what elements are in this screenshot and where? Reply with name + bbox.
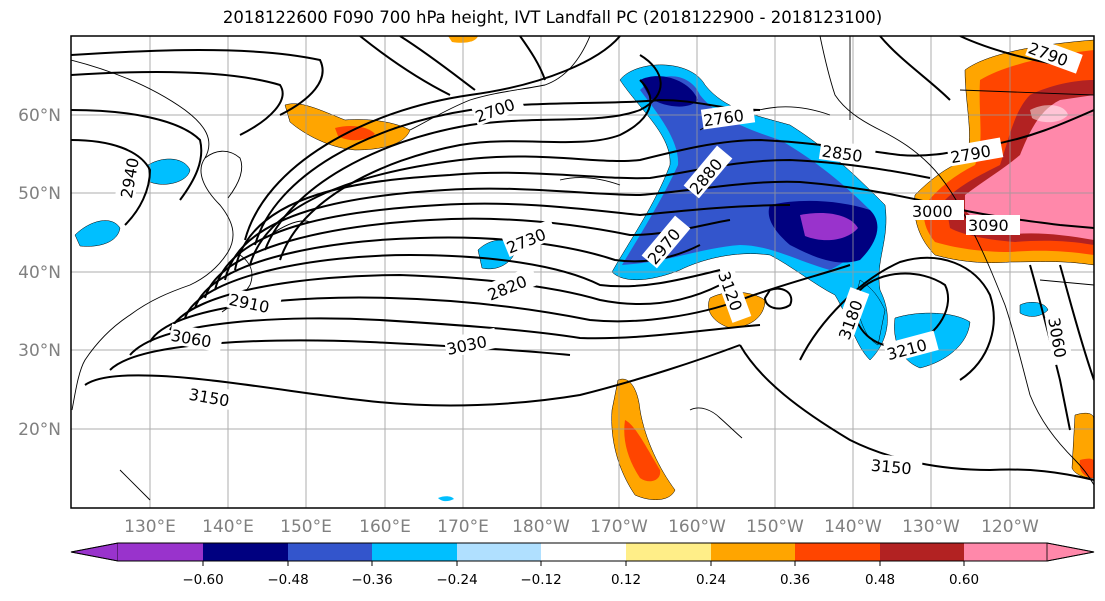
colorbar-tick-label: 0.60 — [949, 572, 979, 588]
colorbar-under-arrow — [70, 542, 119, 562]
colorbar-segment — [118, 543, 203, 561]
colorbar-tick-label: −0.48 — [267, 572, 308, 588]
lon-label: 150°W — [746, 517, 804, 537]
colorbar-tick-label: 0.48 — [865, 572, 895, 588]
gridlines — [71, 36, 1094, 508]
colorbar-segment — [457, 543, 541, 561]
colorbar-over-arrow — [1046, 542, 1095, 562]
contour-label: 3090 — [968, 216, 1009, 235]
colorbar-segment — [795, 543, 880, 561]
lon-label: 120°W — [981, 517, 1039, 537]
lon-labels: 130°E 140°E 150°E 160°E 170°E 180°W 170°… — [124, 517, 1039, 537]
lon-label: 150°E — [280, 517, 332, 537]
lat-labels: 60°N 50°N 40°N 30°N 20°N — [18, 106, 61, 440]
colorbar-segment — [372, 543, 457, 561]
colorbar: −0.60 −0.48 −0.36 −0.24 −0.12 0.12 0.24 … — [70, 542, 1095, 588]
lat-label: 60°N — [18, 106, 61, 126]
colorbar-segment — [288, 543, 372, 561]
lat-label: 40°N — [18, 263, 61, 283]
colorbar-tick-label: −0.36 — [351, 572, 392, 588]
lon-label: 170°E — [437, 517, 489, 537]
lat-label: 50°N — [18, 184, 61, 204]
plot-frame — [70, 35, 1095, 509]
lon-label: 130°W — [902, 517, 960, 537]
colorbar-segment — [711, 543, 795, 561]
colorbar-tick-label: −0.24 — [436, 572, 477, 588]
lon-label: 140°E — [202, 517, 254, 537]
colorbar-tick-label: −0.60 — [182, 572, 223, 588]
colorbar-segment — [203, 543, 288, 561]
colorbar-segment — [541, 543, 626, 561]
colorbar-segment — [626, 543, 711, 561]
colorbar-tick-label: 0.12 — [611, 572, 641, 588]
colorbar-tick-label: 0.24 — [696, 572, 726, 588]
lon-label: 180°W — [512, 517, 570, 537]
lon-label: 140°W — [824, 517, 882, 537]
lon-label: 130°E — [124, 517, 176, 537]
lat-label: 20°N — [18, 420, 61, 440]
colorbar-segment — [964, 543, 1047, 561]
lon-label: 160°W — [668, 517, 726, 537]
contour-label: 3150 — [870, 456, 912, 478]
lon-label: 160°E — [359, 517, 411, 537]
colorbar-tick-label: −0.12 — [520, 572, 561, 588]
colorbar-tick-label: 0.36 — [780, 572, 810, 588]
contour-label: 3000 — [912, 202, 953, 221]
lon-label: 170°W — [590, 517, 648, 537]
lat-label: 30°N — [18, 341, 61, 361]
colorbar-segment — [880, 543, 964, 561]
map-title: 2018122600 F090 700 hPa height, IVT Land… — [222, 8, 883, 27]
